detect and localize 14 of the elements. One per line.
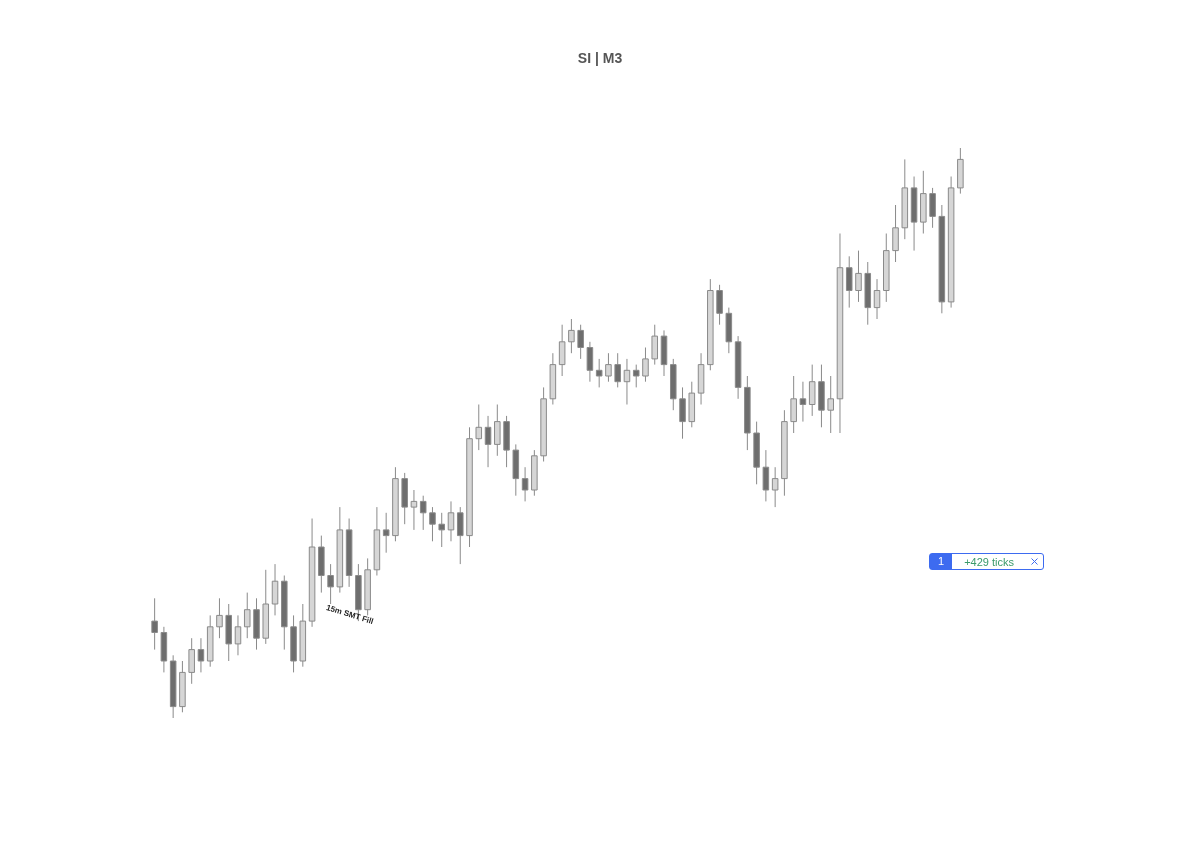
order-tag: 1 +429 ticks: [929, 553, 1044, 570]
candlestick: [429, 506, 436, 542]
annotation: +429 ticks: [963, 555, 1015, 568]
candlestick: [929, 187, 936, 229]
candlestick: [827, 375, 834, 434]
candlestick: [401, 472, 408, 525]
candlestick: [920, 170, 927, 234]
chart-title: SI | M3: [576, 50, 624, 66]
annotation: 15m SMT Fill: [325, 603, 375, 627]
annotation: 1: [930, 554, 953, 569]
candlestick: [716, 284, 723, 326]
candlestick: [883, 233, 890, 303]
candlestick: [188, 637, 195, 685]
candlestick: [494, 404, 501, 457]
